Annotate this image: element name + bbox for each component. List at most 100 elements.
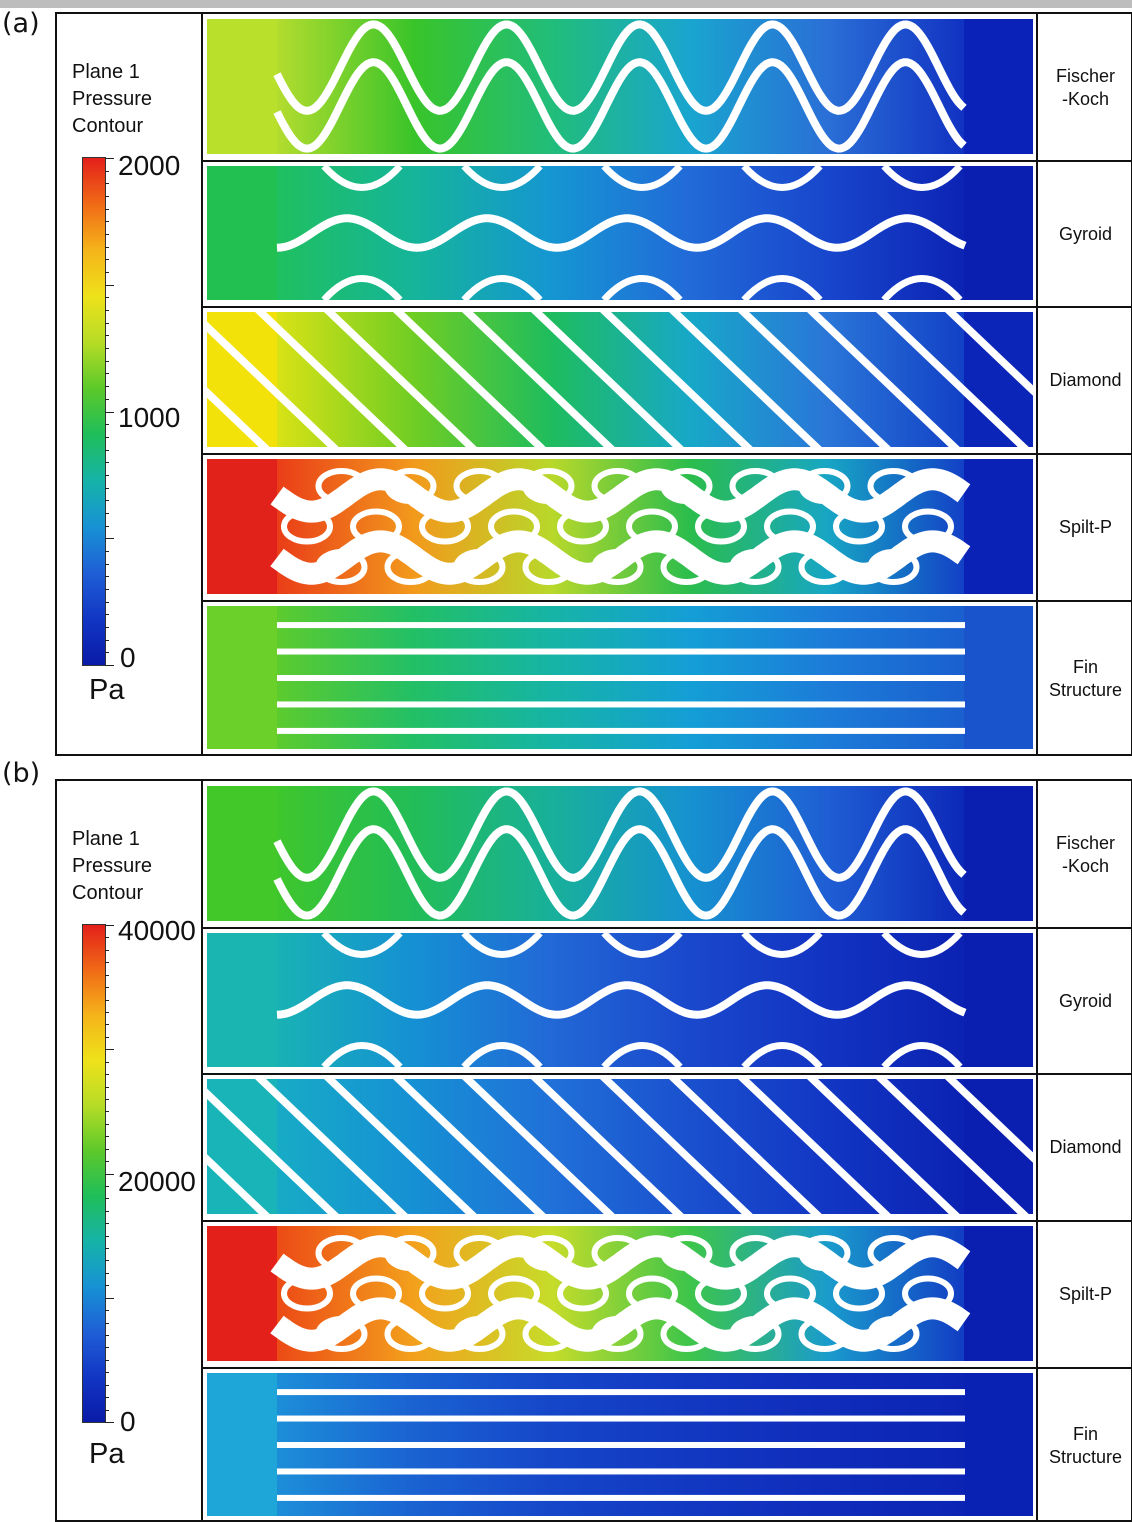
colorbar-tick bbox=[105, 614, 109, 616]
panel-a-label: (a) bbox=[2, 8, 40, 39]
colorbar-tick bbox=[105, 1272, 109, 1274]
split-p-walls bbox=[270, 468, 971, 585]
legend-divider bbox=[201, 781, 203, 1520]
diamond-strut bbox=[876, 312, 1029, 447]
colorbar-tick bbox=[105, 1310, 109, 1312]
split-p-pocket bbox=[384, 1316, 437, 1352]
colorbar-tick bbox=[105, 652, 109, 654]
split-p-pocket bbox=[522, 1235, 575, 1271]
colorbar-tick bbox=[105, 310, 109, 312]
contour-fischer-koch bbox=[207, 786, 1033, 921]
outlet-region bbox=[964, 933, 1033, 1067]
split-p-pocket bbox=[591, 1235, 644, 1271]
colorbar-tick bbox=[105, 183, 109, 185]
diamond-strut bbox=[324, 312, 477, 447]
colorbar-tick bbox=[105, 1111, 109, 1113]
colorbar-tick bbox=[105, 1074, 109, 1076]
colorbar-tick bbox=[105, 297, 109, 299]
fischer-koch-wave bbox=[273, 825, 967, 920]
colorbar-tick bbox=[105, 538, 114, 540]
split-p-walls bbox=[270, 1235, 971, 1352]
colorbar-tick bbox=[105, 1422, 114, 1423]
colorbar-tick bbox=[105, 1248, 109, 1250]
fin-plate bbox=[277, 622, 965, 629]
colorbar-tick bbox=[105, 925, 114, 926]
fischer-koch-wave bbox=[273, 787, 967, 882]
gyroid-arch bbox=[461, 1042, 543, 1067]
colorbar-tick bbox=[105, 322, 109, 324]
colorbar-tick bbox=[105, 1011, 109, 1013]
split-p-pocket bbox=[591, 468, 644, 504]
gyroid-arch bbox=[461, 933, 543, 958]
fischer-koch-wave bbox=[273, 58, 967, 153]
fin-plate bbox=[277, 727, 965, 734]
contour-gyroid bbox=[207, 166, 1033, 300]
gyroid-arch bbox=[741, 275, 823, 300]
colorbar-tick bbox=[105, 1024, 109, 1026]
diamond-strut bbox=[876, 1079, 1029, 1214]
gyroid-arch bbox=[601, 933, 683, 958]
colorbar-tick bbox=[105, 1136, 109, 1138]
colorbar-tick bbox=[105, 1409, 109, 1411]
colorbar-tick bbox=[105, 949, 109, 951]
label-divider bbox=[1036, 14, 1038, 754]
colorbar-tick bbox=[105, 962, 109, 964]
gyroid-arch bbox=[461, 275, 543, 300]
row-label: Fischer -Koch bbox=[1055, 832, 1115, 876]
colorbar-tick bbox=[105, 1098, 109, 1100]
colorbar-tick bbox=[105, 1198, 109, 1200]
split-p-pocket bbox=[695, 1275, 747, 1312]
gyroid-arch bbox=[601, 166, 683, 191]
split-p-pocket bbox=[660, 1235, 713, 1271]
pressure-field bbox=[277, 933, 965, 1067]
colorbar-tick bbox=[105, 665, 114, 666]
gyroid-walls bbox=[276, 166, 967, 300]
colorbar-tick bbox=[105, 1086, 109, 1088]
colorbar-tick bbox=[105, 335, 109, 337]
split-p-pocket bbox=[798, 549, 851, 585]
diamond-strut bbox=[324, 1079, 477, 1214]
colorbar-tick bbox=[105, 1061, 109, 1063]
gyroid-arch bbox=[321, 933, 403, 958]
split-p-pocket bbox=[281, 508, 333, 545]
split-p-pocket bbox=[798, 1235, 851, 1271]
colorbar-tick bbox=[105, 1347, 109, 1349]
diamond-strut bbox=[807, 312, 960, 447]
colorbar-min-label: 0 bbox=[120, 1406, 136, 1437]
panel-b: Plane 1 Pressure Contour 40000 20000 0 P… bbox=[55, 779, 1132, 1522]
colorbar-tick bbox=[105, 512, 109, 514]
colorbar-tick bbox=[105, 272, 109, 274]
split-p-pocket bbox=[315, 468, 368, 504]
split-p-pocket bbox=[350, 1275, 402, 1312]
diamond-strut bbox=[393, 1079, 546, 1214]
colorbar-tick bbox=[105, 386, 109, 388]
colorbar-unit-label: Pa bbox=[89, 674, 125, 706]
split-p-pocket bbox=[660, 468, 713, 504]
split-p-pocket bbox=[833, 1275, 885, 1312]
gyroid-arch bbox=[461, 166, 543, 191]
fin-plate bbox=[277, 1442, 965, 1448]
split-p-pocket bbox=[729, 468, 782, 504]
split-p-pocket bbox=[522, 1316, 575, 1352]
split-p-pocket bbox=[867, 549, 920, 585]
diamond-strut bbox=[600, 1079, 753, 1214]
fischer-koch-walls bbox=[273, 787, 967, 920]
colorbar-tick bbox=[105, 424, 109, 426]
split-p-pocket bbox=[764, 1275, 816, 1312]
contour-fischer-koch bbox=[207, 19, 1033, 154]
diamond-strut bbox=[462, 312, 615, 447]
gyroid-arch bbox=[741, 1042, 823, 1067]
row-label: Fin Structure bbox=[1048, 1423, 1123, 1467]
legend-title: Plane 1 Pressure Contour bbox=[72, 61, 153, 137]
inlet-region bbox=[207, 933, 279, 1067]
gyroid-arch bbox=[601, 1042, 683, 1067]
colorbar-tick bbox=[105, 208, 109, 210]
row-divider bbox=[201, 1220, 1132, 1222]
split-p-pocket bbox=[626, 1275, 678, 1312]
colorbar-min-label: 0 bbox=[120, 642, 136, 673]
outlet-region bbox=[964, 19, 1033, 154]
split-p-pocket bbox=[488, 508, 540, 545]
row-divider bbox=[201, 453, 1132, 455]
contour-fin bbox=[207, 1373, 1033, 1516]
diamond-strut bbox=[393, 312, 546, 447]
